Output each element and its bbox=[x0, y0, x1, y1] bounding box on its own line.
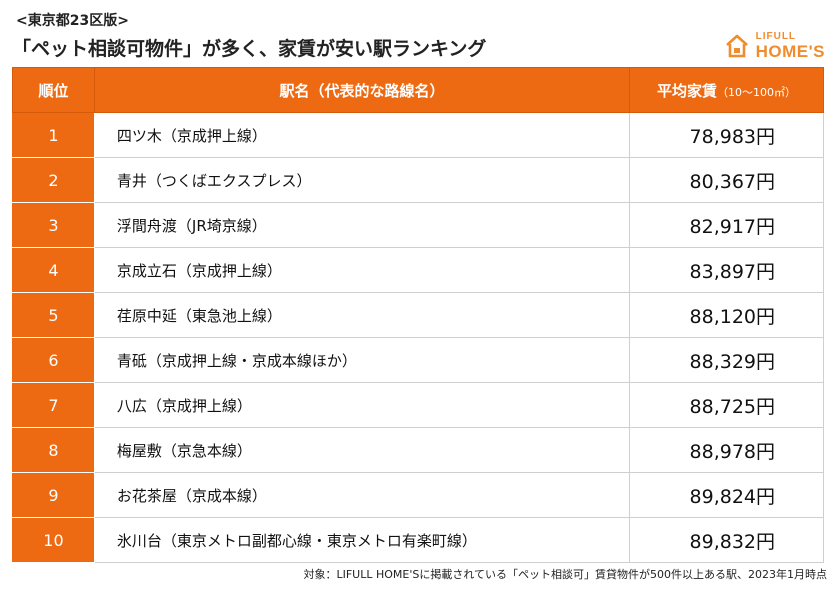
table-row: 4 京成立石（京成押上線） 83,897円 bbox=[12, 247, 824, 293]
rank-cell: 3 bbox=[12, 202, 95, 248]
page-title: 「ペット相談可物件」が多く、家賃が安い駅ランキング bbox=[12, 38, 487, 60]
rank-cell: 9 bbox=[12, 472, 95, 518]
table-row: 6 青砥（京成押上線・京成本線ほか） 88,329円 bbox=[12, 337, 824, 383]
house-logo-icon bbox=[725, 34, 748, 58]
table-row: 10 氷川台（東京メトロ副都心線・東京メトロ有楽町線） 89,832円 bbox=[12, 517, 824, 563]
rank-cell: 6 bbox=[12, 337, 95, 383]
station-cell: お花茶屋（京成本線） bbox=[93, 472, 631, 518]
footnote: 対象：LIFULL HOME'Sに掲載されている「ペット相談可」賃貸物件が500… bbox=[303, 568, 827, 581]
rent-column-header: 平均家賃（10〜100㎡） bbox=[629, 67, 824, 113]
rent-cell: 88,120円 bbox=[629, 292, 824, 338]
table-row: 8 梅屋敷（京急本線） 88,978円 bbox=[12, 427, 824, 473]
table-row: 9 お花茶屋（京成本線） 89,824円 bbox=[12, 472, 824, 518]
station-cell: 青砥（京成押上線・京成本線ほか） bbox=[93, 337, 631, 383]
table-header-row: 順位 駅名（代表的な路線名） 平均家賃（10〜100㎡） bbox=[12, 67, 824, 113]
station-cell: 梅屋敷（京急本線） bbox=[93, 427, 631, 473]
rent-cell: 80,367円 bbox=[629, 157, 824, 203]
logo-big-text: HOME'S bbox=[755, 42, 825, 61]
table-row: 2 青井（つくばエクスプレス） 80,367円 bbox=[12, 157, 824, 203]
rank-column-header: 順位 bbox=[12, 67, 95, 113]
rank-cell: 8 bbox=[12, 427, 95, 473]
station-cell: 四ツ木（京成押上線） bbox=[93, 112, 631, 158]
rent-cell: 78,983円 bbox=[629, 112, 824, 158]
rank-cell: 1 bbox=[12, 112, 95, 158]
station-cell: 荏原中延（東急池上線） bbox=[93, 292, 631, 338]
station-cell: 氷川台（東京メトロ副都心線・東京メトロ有楽町線） bbox=[93, 517, 631, 563]
rent-cell: 83,897円 bbox=[629, 247, 824, 293]
station-cell: 浮間舟渡（JR埼京線） bbox=[93, 202, 631, 248]
rent-column-label: 平均家賃 bbox=[657, 81, 718, 100]
brand-logo: LIFULL HOME'S bbox=[724, 32, 825, 60]
rank-cell: 2 bbox=[12, 157, 95, 203]
table-row: 5 荏原中延（東急池上線） 88,120円 bbox=[12, 292, 824, 338]
station-cell: 青井（つくばエクスプレス） bbox=[93, 157, 631, 203]
region-subtitle: <東京都23区版> bbox=[16, 13, 129, 29]
rent-cell: 82,917円 bbox=[629, 202, 824, 248]
logo-small-text: LIFULL bbox=[755, 31, 797, 42]
rank-cell: 5 bbox=[12, 292, 95, 338]
rent-column-unit: （10〜100㎡） bbox=[717, 85, 797, 99]
station-column-header: 駅名（代表的な路線名） bbox=[93, 67, 631, 113]
rent-cell: 88,978円 bbox=[629, 427, 824, 473]
table-row: 7 八広（京成押上線） 88,725円 bbox=[12, 382, 824, 428]
rank-cell: 7 bbox=[12, 382, 95, 428]
table-row: 1 四ツ木（京成押上線） 78,983円 bbox=[12, 112, 824, 158]
rank-cell: 10 bbox=[12, 517, 95, 563]
rank-cell: 4 bbox=[12, 247, 95, 293]
station-cell: 八広（京成押上線） bbox=[93, 382, 631, 428]
rent-cell: 88,329円 bbox=[629, 337, 824, 383]
ranking-table: 順位 駅名（代表的な路線名） 平均家賃（10〜100㎡） 1 四ツ木（京成押上線… bbox=[12, 67, 824, 563]
rent-cell: 89,824円 bbox=[629, 472, 824, 518]
rent-cell: 88,725円 bbox=[629, 382, 824, 428]
table-row: 3 浮間舟渡（JR埼京線） 82,917円 bbox=[12, 202, 824, 248]
rent-cell: 89,832円 bbox=[629, 517, 824, 563]
station-cell: 京成立石（京成押上線） bbox=[93, 247, 631, 293]
